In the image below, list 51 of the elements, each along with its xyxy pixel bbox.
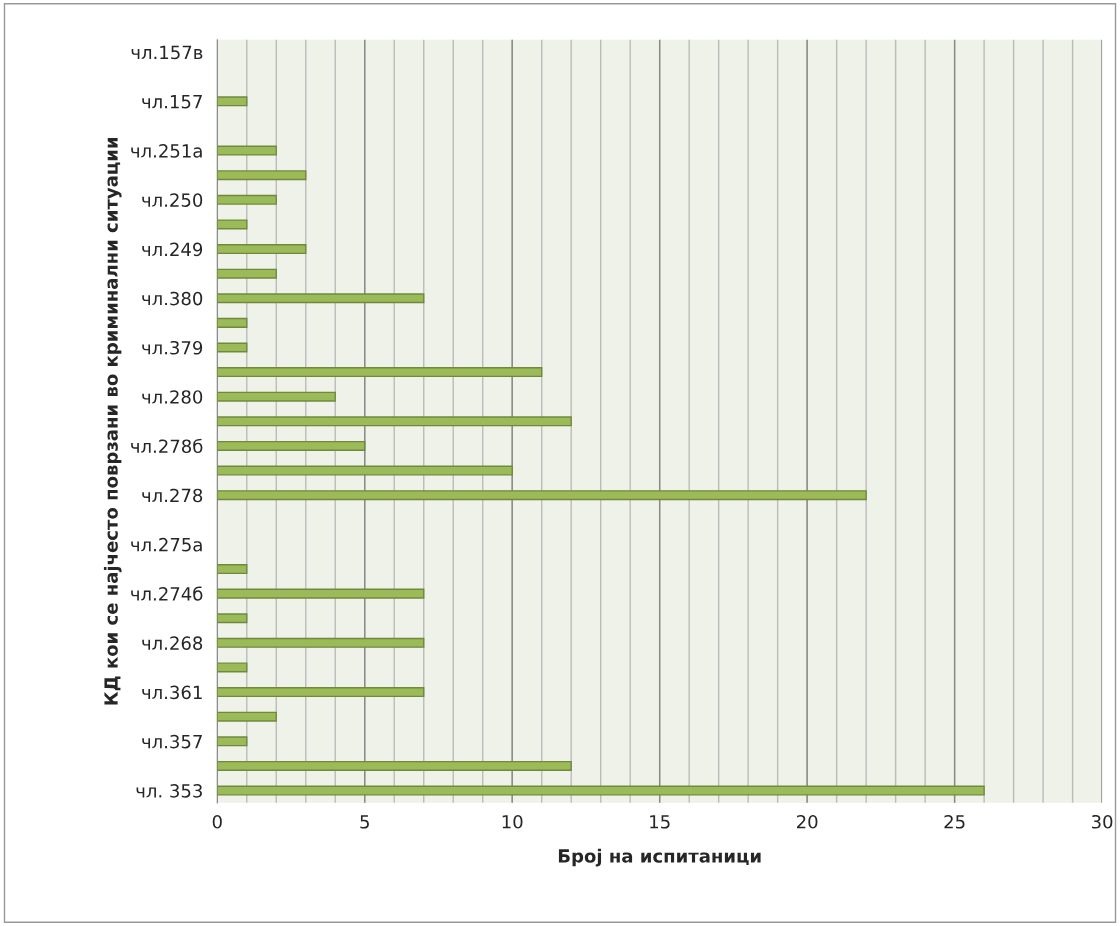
x-tick-label: 5 xyxy=(360,815,369,829)
bar xyxy=(217,490,867,501)
bar xyxy=(217,391,336,402)
bar xyxy=(217,440,366,451)
bar xyxy=(217,367,543,378)
bar xyxy=(217,219,248,230)
bar xyxy=(217,96,248,107)
bar xyxy=(217,268,277,279)
x-tick-label: 10 xyxy=(502,814,523,829)
bar xyxy=(217,637,425,648)
bar xyxy=(217,736,248,747)
y-tick-label: чл.251а xyxy=(131,144,202,158)
y-tick-label: чл.275а xyxy=(131,537,202,552)
bar xyxy=(217,293,425,304)
x-tick-label: 0 xyxy=(212,814,222,829)
bar xyxy=(217,342,248,353)
y-tick-label: чл.157в xyxy=(131,45,203,60)
bar xyxy=(217,170,307,181)
bar xyxy=(217,194,277,205)
y-tick-label: чл.380 xyxy=(142,291,203,306)
x-axis-title: Број на испитаници xyxy=(558,848,761,867)
bar xyxy=(217,145,277,156)
bar xyxy=(217,465,513,476)
bar xyxy=(217,317,248,328)
bar xyxy=(217,613,248,624)
bar xyxy=(217,244,307,255)
bar xyxy=(217,711,277,722)
bar xyxy=(217,760,572,771)
y-tick-label: чл.249 xyxy=(142,242,203,257)
y-tick-label: чл.278б xyxy=(131,438,203,454)
y-tick-label: чл. 353 xyxy=(136,783,202,798)
y-tick-label: чл.157 xyxy=(142,95,202,109)
x-tick-label: 30 xyxy=(1091,814,1113,829)
bar xyxy=(217,687,425,698)
x-tick-label: 25 xyxy=(944,814,965,829)
y-tick-label: чл.280 xyxy=(142,390,203,404)
y-tick-label: чл.274б xyxy=(131,586,203,601)
y-axis-title: КД кои се најчесто поврзани во криминални ситуации xyxy=(103,137,122,705)
y-tick-label: чл.379 xyxy=(142,340,203,355)
bar xyxy=(217,785,985,796)
bar xyxy=(217,416,572,427)
x-tick-label: 20 xyxy=(796,814,818,829)
y-tick-label: чл.278 xyxy=(142,488,203,503)
bar xyxy=(217,588,425,599)
y-tick-label: чл.361 xyxy=(142,685,202,700)
y-tick-label: чл.268 xyxy=(142,636,203,650)
bar xyxy=(217,564,248,575)
x-tick-label: 15 xyxy=(650,815,670,829)
y-tick-label: чл.357 xyxy=(142,734,202,749)
y-tick-label: чл.250 xyxy=(142,193,203,207)
bar xyxy=(217,662,248,673)
